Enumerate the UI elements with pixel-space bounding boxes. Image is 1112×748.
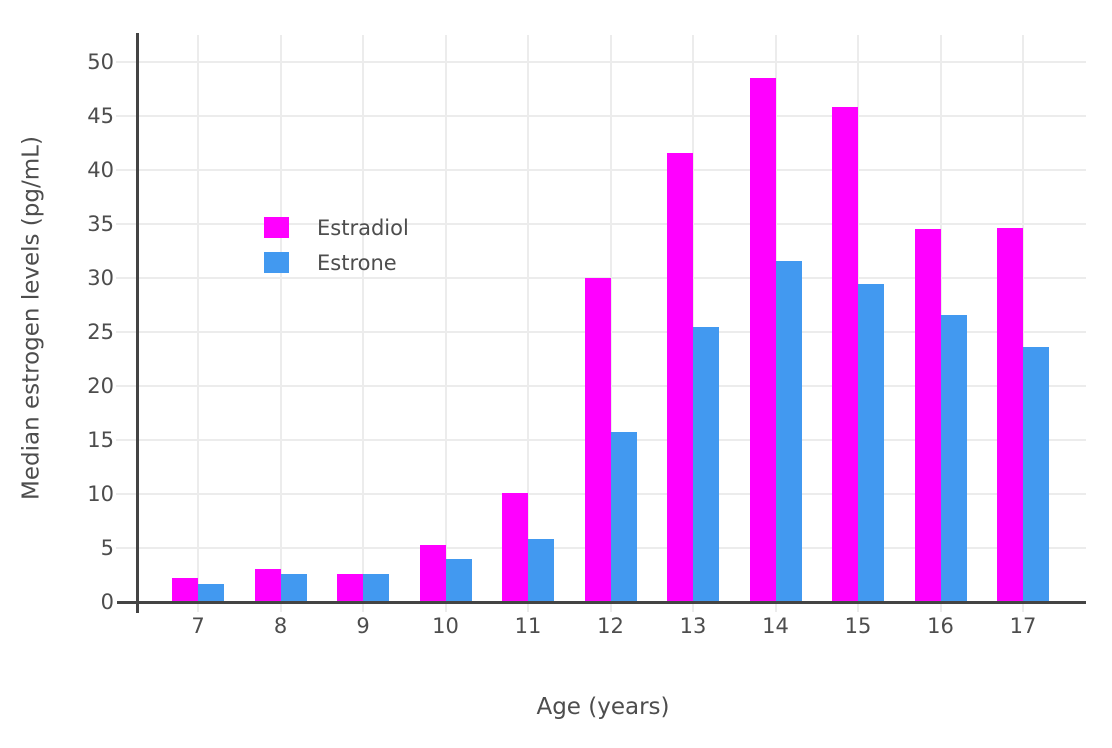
legend: Estradiol Estrone [264,210,409,280]
h-gridline [116,223,1086,225]
bar-estrone-age-14 [775,260,802,602]
y-tick-label: 25 [87,320,114,344]
v-gridline [609,35,612,612]
legend-swatch-estradiol [264,217,289,238]
bar-estradiol-age-7 [172,578,198,602]
bar-estradiol-age-13 [667,152,693,602]
y-axis-line [136,33,139,613]
y-tick-label: 0 [100,590,114,614]
bar-estrone-age-8 [280,573,307,602]
x-tick-label: 14 [762,614,789,638]
x-tick-label: 17 [1009,614,1037,638]
v-gridline [692,35,694,612]
y-tick-label: 20 [87,374,114,398]
x-tick-label: 15 [844,614,872,638]
h-gridline [116,61,1086,63]
legend-item-estradiol: Estradiol [264,210,409,245]
y-tick-label: 10 [87,482,114,506]
x-tick-label: 9 [356,614,370,638]
bar-estradiol-age-8 [254,568,281,602]
x-tick-label: 12 [597,614,624,638]
y-tick-label: 40 [87,158,114,182]
x-tick-label: 11 [514,614,542,638]
x-axis-title: Age (years) [536,694,670,720]
y-axis-title: Median estrogen levels (pg/mL) [18,136,45,500]
x-tick-label: 13 [679,614,707,638]
plot-area [116,35,1086,612]
bar-estrone-age-10 [445,558,472,602]
x-tick-label: 8 [273,614,288,638]
h-gridline [116,169,1086,171]
x-tick-label: 7 [191,614,205,638]
x-tick-label: 16 [927,614,954,638]
y-tick-label: 35 [87,212,114,236]
bar-estradiol-age-15 [832,107,858,602]
y-tick-label: 45 [87,104,114,128]
bar-estradiol-age-9 [337,573,363,602]
legend-label-estradiol: Estradiol [317,215,409,240]
bar-estrone-age-17 [1023,347,1049,602]
bar-estradiol-age-11 [502,492,528,602]
y-tick-label: 30 [87,266,114,290]
bar-estrone-age-16 [940,314,967,602]
y-zero-tick-mark [117,601,137,604]
v-gridline [1022,35,1024,612]
bar-estradiol-age-14 [749,78,776,602]
y-tick-label: 5 [100,536,114,560]
v-gridline [197,35,199,612]
bar-estradiol-age-12 [584,278,611,602]
y-tick-label: 50 [87,50,114,74]
v-gridline [279,35,282,612]
bar-estrone-age-7 [198,583,224,602]
bar-estrone-age-12 [610,432,637,602]
h-gridline [116,115,1086,117]
v-gridline [527,35,529,612]
bar-estrone-age-13 [693,326,719,602]
v-gridline [362,35,364,612]
bar-estrone-age-9 [363,573,389,602]
legend-item-estrone: Estrone [264,245,409,280]
bar-estradiol-age-10 [419,544,446,602]
y-tick-label: 15 [87,428,114,452]
bar-estradiol-age-16 [914,229,941,602]
bar-estradiol-age-17 [997,228,1023,602]
bar-estrone-age-11 [528,539,554,602]
x-tick-label: 10 [432,614,459,638]
legend-label-estrone: Estrone [317,250,397,275]
bar-estrone-age-15 [858,284,884,602]
x-axis-line [137,601,1086,604]
legend-swatch-estrone [264,252,289,273]
v-gridline [444,35,447,612]
